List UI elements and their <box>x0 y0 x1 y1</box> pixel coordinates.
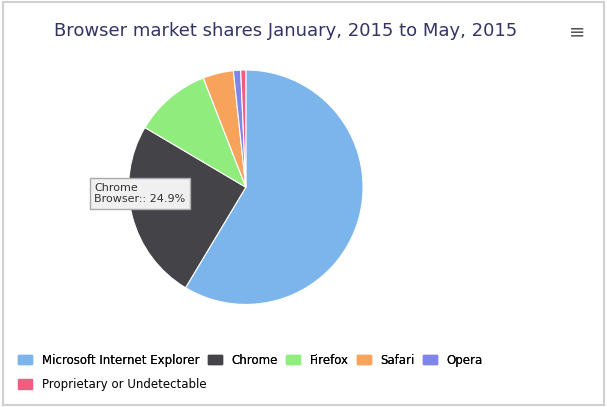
Text: ≡: ≡ <box>569 22 586 42</box>
Wedge shape <box>186 70 363 304</box>
Wedge shape <box>145 78 246 187</box>
Wedge shape <box>241 70 246 187</box>
Wedge shape <box>129 127 246 288</box>
Wedge shape <box>203 71 246 187</box>
Text: Chrome
Browser:: 24.9%: Chrome Browser:: 24.9% <box>94 182 185 204</box>
Wedge shape <box>233 70 246 187</box>
Legend: Proprietary or Undetectable: Proprietary or Undetectable <box>18 378 206 391</box>
Legend: Microsoft Internet Explorer, Chrome, Firefox, Safari, Opera: Microsoft Internet Explorer, Chrome, Fir… <box>18 354 483 366</box>
Text: Browser market shares January, 2015 to May, 2015: Browser market shares January, 2015 to M… <box>53 22 517 40</box>
